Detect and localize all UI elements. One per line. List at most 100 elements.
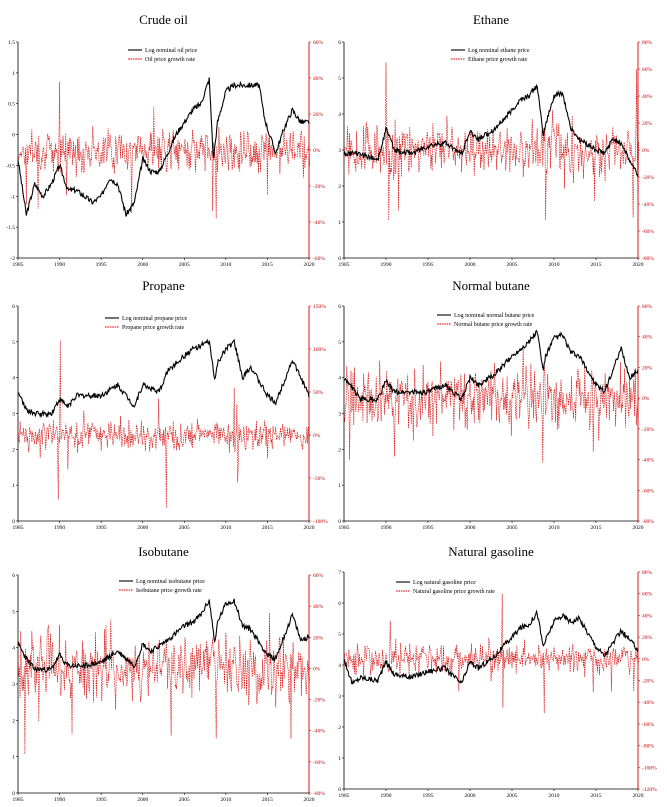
growth-rate-series-line	[343, 593, 639, 714]
y-left-tick-label: 1	[338, 756, 341, 762]
x-tick-label: 2010	[220, 262, 231, 268]
x-tick-label: 2000	[465, 793, 476, 799]
y-left-tick-label: 3	[338, 412, 341, 418]
y-left-tick-label: 0	[12, 791, 15, 797]
legend-growth-label: Ethane price growth rate	[468, 57, 527, 63]
y-right-tick-label: -100%	[642, 765, 657, 771]
y-right-tick-label: -40%	[642, 458, 654, 464]
x-tick-label: 1985	[13, 797, 24, 803]
x-tick-label: 1990	[381, 793, 392, 799]
y-left-tick-label: 1	[12, 755, 15, 761]
x-tick-label: 2015	[591, 525, 602, 531]
legend-price-label: Log nominal isobutane price	[136, 579, 205, 585]
price-series-line	[343, 609, 639, 685]
y-right-tick-label: 60%	[642, 304, 653, 310]
legend: Log nominal isobutane price Isobutane pri…	[119, 579, 205, 594]
y-left-tick-label: 4	[338, 376, 341, 382]
y-left-tick-label: 2	[12, 718, 15, 724]
legend: Log nominal oil price Oil price growth ra…	[128, 48, 197, 63]
y-right-tick-label: -20%	[642, 427, 654, 433]
y-left-tick-label: -2	[10, 256, 15, 262]
y-left-tick-label: 5	[338, 632, 341, 638]
y-left-tick-label: 5	[338, 340, 341, 346]
y-right-tick-label: 20%	[642, 635, 653, 641]
y-left-tick-label: 6	[338, 304, 341, 310]
y-right-tick-label: 60%	[313, 573, 324, 579]
y-left-tick-label: 6	[338, 601, 341, 607]
x-tick-label: 1985	[13, 262, 24, 268]
x-tick-label: 2020	[633, 262, 644, 268]
price-series-line	[17, 598, 310, 673]
y-left-tick-label: -0.5	[6, 163, 15, 169]
x-tick-label: 1995	[423, 793, 434, 799]
y-left-tick-label: 2	[338, 447, 341, 453]
x-tick-label: 1990	[54, 525, 65, 531]
legend-price-label: Log nominal normal butane price	[454, 313, 535, 319]
y-left-tick-label: 0	[12, 133, 15, 139]
y-left-tick-label: 7	[338, 570, 341, 576]
chart-title: Ethane	[473, 12, 509, 27]
y-left-tick-label: 4	[12, 646, 15, 652]
y-right-tick-label: -120%	[642, 787, 657, 793]
x-tick-label: 1990	[381, 525, 392, 531]
chart-title: Crude oil	[139, 12, 188, 27]
legend: Log natural gasoline price Natural gasoli…	[396, 580, 495, 595]
y-left-tick-label: 1	[12, 483, 15, 489]
y-left-tick-label: 0	[338, 787, 341, 793]
y-left-tick-label: 0	[12, 519, 15, 525]
legend-growth-label: Isobutane price growth rate	[136, 588, 202, 594]
x-tick-label: 1995	[96, 262, 107, 268]
price-series-line	[17, 77, 310, 217]
y-left-tick-label: 0.5	[8, 102, 15, 108]
y-left-tick-label: 1	[338, 483, 341, 489]
y-right-tick-label: -20%	[313, 184, 325, 190]
y-right-tick-label: 20%	[313, 635, 324, 641]
y-left-tick-label: -1	[10, 194, 15, 200]
y-right-tick-label: 20%	[642, 365, 653, 371]
legend-growth-label: Normal butane price growth rate	[454, 322, 533, 328]
x-tick-label: 2005	[507, 262, 518, 268]
x-tick-label: 1985	[13, 525, 24, 531]
y-left-tick-label: 5	[12, 609, 15, 615]
y-left-tick-label: 4	[12, 376, 15, 382]
y-right-tick-label: -20%	[313, 698, 325, 704]
y-right-tick-label: -40%	[313, 729, 325, 735]
y-right-tick-label: -60%	[313, 256, 325, 262]
y-right-tick-label: -40%	[642, 202, 654, 208]
x-tick-label: 2005	[179, 525, 190, 531]
y-left-tick-label: 2	[338, 725, 341, 731]
y-right-tick-label: 0%	[313, 148, 321, 154]
chart-title: Isobutane	[138, 544, 189, 559]
x-tick-label: 2015	[591, 793, 602, 799]
x-tick-label: 2010	[549, 525, 560, 531]
x-tick-label: 2010	[220, 797, 231, 803]
y-left-tick-label: 2	[12, 447, 15, 453]
y-left-tick-label: 3	[12, 682, 15, 688]
x-tick-label: 1995	[96, 797, 107, 803]
legend: Log nominal normal butane price Normal bu…	[437, 313, 535, 328]
legend-price-label: Log nominal propane price	[122, 316, 187, 322]
y-left-tick-label: 5	[12, 340, 15, 346]
y-right-tick-label: 50%	[313, 390, 324, 396]
x-tick-label: 2005	[507, 793, 518, 799]
growth-rate-series-line	[343, 347, 639, 463]
y-right-tick-label: 40%	[313, 76, 324, 82]
y-right-tick-label: 150%	[313, 304, 326, 310]
x-tick-label: 2010	[549, 793, 560, 799]
y-left-tick-label: 0	[338, 256, 341, 262]
x-tick-label: 1985	[339, 262, 350, 268]
x-tick-label: 2015	[262, 525, 273, 531]
legend-growth-label: Oil price growth rate	[145, 57, 195, 63]
x-tick-label: 1995	[96, 525, 107, 531]
growth-rate-series-line	[17, 340, 310, 509]
y-left-tick-label: 6	[338, 40, 341, 46]
y-right-tick-label: 40%	[313, 604, 324, 610]
price-series-line	[343, 329, 639, 403]
y-right-tick-label: -100%	[313, 519, 328, 525]
x-tick-label: 2020	[304, 797, 315, 803]
y-left-tick-label: 6	[12, 573, 15, 579]
x-tick-label: 2020	[304, 262, 315, 268]
y-left-tick-label: 1.5	[8, 40, 15, 46]
